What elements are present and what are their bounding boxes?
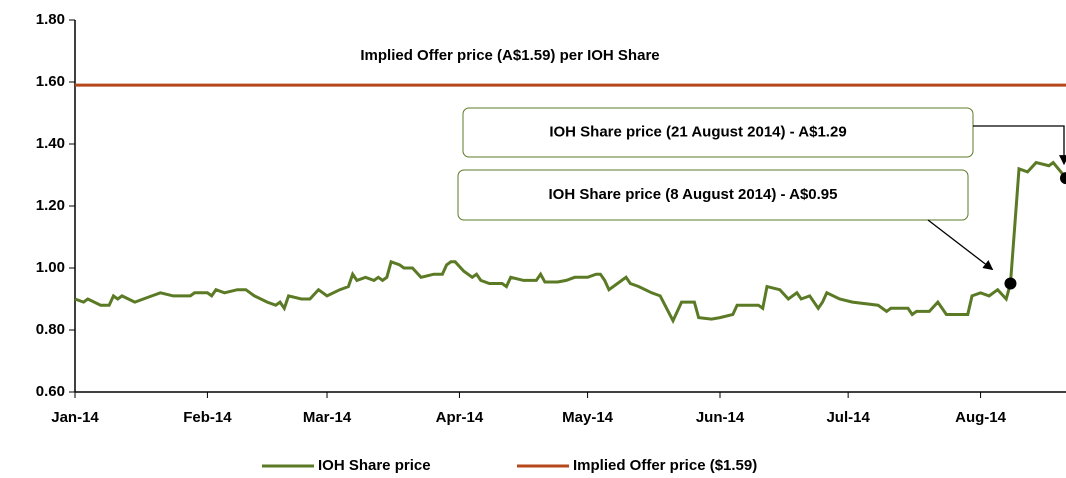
y-tick-label: 0.60	[36, 383, 65, 400]
annotation-arrow	[973, 125, 1066, 166]
x-tick-label: Aug-14	[955, 409, 1006, 426]
x-tick-label: Mar-14	[303, 409, 352, 426]
x-tick-label: Feb-14	[183, 409, 232, 426]
series-line	[74, 160, 1066, 325]
x-tick-label: Jun-14	[696, 409, 745, 426]
legend-label: IOH Share price	[318, 457, 431, 474]
y-tick-label: 1.20	[36, 197, 65, 214]
x-tick-label: Apr-14	[436, 409, 484, 426]
x-tick-label: Jan-14	[51, 409, 99, 426]
y-tick-label: 1.40	[36, 135, 65, 152]
annotation-text: IOH Share price (21 August 2014) - A$1.2…	[549, 123, 846, 140]
y-tick-label: 0.80	[36, 321, 65, 338]
annotation-text: IOH Share price (8 August 2014) - A$0.95	[549, 186, 838, 203]
y-tick-label: 1.60	[36, 73, 65, 90]
y-tick-label: 1.80	[36, 11, 65, 28]
x-tick-label: May-14	[562, 409, 614, 426]
y-tick-label: 1.00	[36, 259, 65, 276]
annotation-dot	[1060, 172, 1066, 185]
legend-label: Implied Offer price ($1.59)	[573, 457, 757, 474]
offer-label: Implied Offer price (A$1.59) per IOH Sha…	[360, 47, 659, 64]
annotation-box	[462, 107, 974, 158]
annotation-box	[457, 169, 969, 221]
annotation-arrow	[927, 219, 994, 271]
x-tick-label: Jul-14	[826, 409, 870, 426]
annotation-dot	[1004, 277, 1017, 290]
